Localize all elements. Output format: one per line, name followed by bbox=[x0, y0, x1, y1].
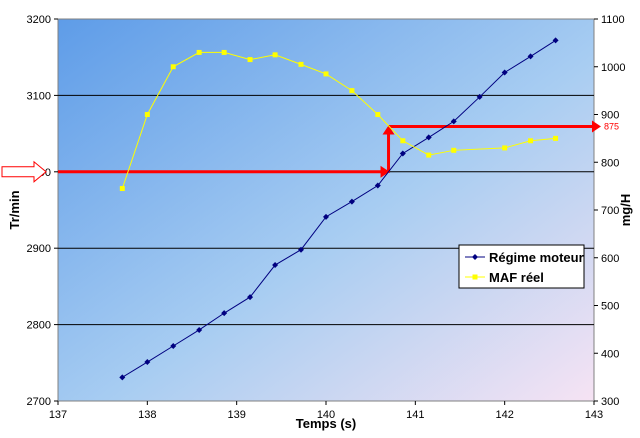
x-tick-label: 142 bbox=[495, 409, 513, 421]
arrowhead-right-axis-icon bbox=[592, 120, 601, 133]
y-tick-label: 2900 bbox=[27, 243, 51, 255]
data-point bbox=[144, 112, 150, 117]
data-point bbox=[553, 135, 559, 141]
series-layer bbox=[119, 37, 559, 381]
legend-label: Régime moteur bbox=[489, 250, 584, 265]
data-point bbox=[451, 147, 457, 153]
x-tick-label: 140 bbox=[317, 409, 335, 421]
y-tick-label: 3200 bbox=[27, 14, 51, 26]
data-point bbox=[247, 57, 253, 63]
x-tick-label: 141 bbox=[406, 409, 424, 421]
data-point bbox=[450, 118, 457, 125]
arrowhead-up-icon bbox=[382, 125, 395, 135]
data-point bbox=[119, 186, 125, 192]
x-tick-label: 139 bbox=[227, 409, 245, 421]
data-point bbox=[400, 138, 406, 144]
data-point bbox=[298, 61, 304, 67]
data-point bbox=[527, 53, 534, 60]
legend-swatch-marker bbox=[472, 274, 478, 280]
y2-tick-label: 800 bbox=[601, 157, 619, 169]
plot-area bbox=[57, 18, 595, 402]
y2-tick-label: 500 bbox=[601, 301, 619, 313]
data-point bbox=[170, 342, 177, 349]
data-point bbox=[323, 213, 329, 220]
data-point bbox=[528, 138, 534, 144]
data-point bbox=[349, 88, 355, 94]
series-line bbox=[122, 39, 556, 378]
data-point bbox=[426, 152, 432, 158]
data-point bbox=[502, 145, 508, 151]
y2-tick-label: 1100 bbox=[601, 14, 625, 26]
x-tick-label: 138 bbox=[138, 409, 156, 421]
data-point bbox=[501, 69, 508, 76]
data-point bbox=[221, 310, 228, 317]
data-point bbox=[272, 262, 279, 269]
y2-tick-label: 600 bbox=[601, 253, 619, 265]
data-point bbox=[144, 359, 151, 366]
y2-tick-label: 300 bbox=[601, 396, 619, 408]
y2-tick-label: 400 bbox=[601, 348, 619, 360]
data-point bbox=[196, 49, 202, 55]
data-point bbox=[119, 374, 126, 381]
data-point bbox=[297, 246, 304, 253]
data-point bbox=[552, 37, 559, 44]
axes: 2700280029003000310032003004005006007008… bbox=[7, 14, 633, 431]
annotation-value-label: 875 bbox=[604, 121, 619, 131]
x-tick-label: 137 bbox=[49, 409, 67, 421]
legend: Régime moteur MAF réel bbox=[458, 244, 585, 289]
y2-axis-title: mg/H bbox=[618, 194, 633, 227]
data-point bbox=[375, 112, 381, 117]
y-tick-label: 3100 bbox=[27, 90, 51, 102]
y2-tick-label: 700 bbox=[601, 205, 619, 217]
data-point bbox=[272, 52, 278, 58]
y2-tick-label: 1000 bbox=[601, 62, 625, 74]
data-point bbox=[221, 49, 227, 55]
data-point bbox=[323, 71, 329, 77]
y-axis-title: Tr/min bbox=[7, 190, 22, 229]
data-point bbox=[476, 93, 483, 100]
data-point bbox=[374, 182, 381, 189]
legend-box bbox=[458, 244, 585, 289]
x-tick-label: 143 bbox=[585, 409, 603, 421]
annotations: 875 bbox=[1, 120, 619, 183]
x-axis-title: Temps (s) bbox=[296, 416, 356, 431]
legend-label: MAF réel bbox=[489, 270, 544, 285]
y-tick-label: 2700 bbox=[27, 396, 51, 408]
arrow-in-icon bbox=[1, 160, 47, 183]
data-point bbox=[425, 134, 432, 141]
data-point bbox=[247, 294, 254, 301]
data-point bbox=[348, 198, 355, 205]
y-tick-label: 2800 bbox=[27, 320, 51, 332]
data-point bbox=[399, 150, 406, 157]
arrowhead-right-icon bbox=[380, 165, 390, 178]
y2-tick-label: 900 bbox=[601, 110, 619, 122]
legend-swatch-marker bbox=[472, 254, 478, 260]
data-point bbox=[170, 64, 176, 70]
data-point bbox=[196, 326, 203, 333]
